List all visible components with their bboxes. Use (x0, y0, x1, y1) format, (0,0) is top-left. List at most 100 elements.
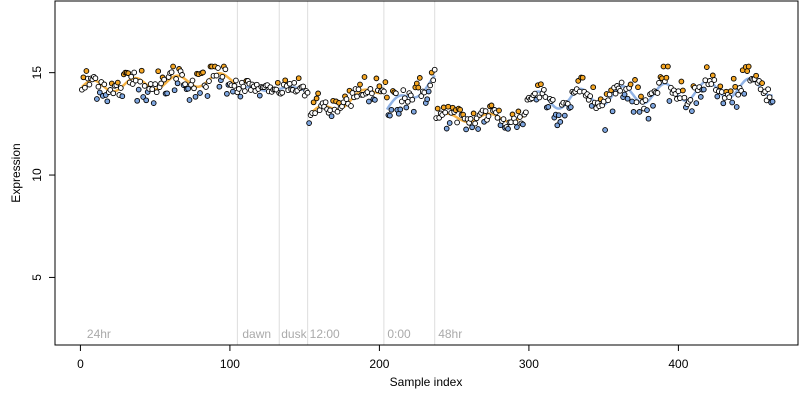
data-point (665, 63, 671, 70)
data-point (726, 94, 733, 101)
data-point (446, 120, 453, 126)
data-point (300, 83, 307, 90)
data-point (131, 69, 138, 76)
data-point (95, 83, 102, 90)
data-point (557, 119, 564, 125)
section-label: dusk (281, 327, 307, 341)
data-point (230, 88, 236, 95)
data-point (132, 77, 139, 84)
data-point (675, 88, 682, 95)
data-point (149, 86, 156, 93)
data-point (295, 75, 302, 82)
data-point (189, 77, 196, 84)
data-point (361, 74, 368, 80)
data-point (612, 90, 619, 97)
data-point (415, 84, 422, 91)
data-point (393, 90, 399, 97)
data-point (500, 116, 507, 122)
data-point (279, 89, 286, 96)
data-point (179, 72, 185, 78)
data-point (650, 102, 656, 109)
data-point (442, 109, 449, 116)
data-point (515, 108, 522, 115)
data-point (467, 116, 474, 122)
data-point (334, 108, 341, 115)
data-point (430, 77, 437, 84)
data-point (536, 94, 543, 101)
data-point (766, 94, 773, 101)
data-point (381, 88, 387, 95)
y-axis: 5 10 15 (30, 66, 56, 281)
data-point (171, 87, 178, 94)
data-point (727, 88, 734, 95)
section-label: 12:00 (310, 327, 340, 341)
data-point (687, 97, 694, 103)
data-point (233, 77, 239, 84)
data-point (633, 99, 640, 106)
data-point (416, 75, 423, 81)
data-point (445, 103, 452, 110)
data-point (541, 86, 547, 93)
data-point (137, 78, 144, 85)
plot-frame (54, 0, 799, 346)
data-point (387, 112, 393, 119)
data-point (182, 81, 188, 88)
data-point (322, 99, 329, 106)
data-point (714, 93, 721, 100)
data-point (549, 96, 556, 103)
data-point (274, 79, 281, 86)
data-point (125, 70, 132, 77)
data-point (632, 77, 638, 83)
data-point (627, 81, 634, 88)
data-point (153, 89, 160, 96)
data-point (697, 94, 704, 100)
x-tick-label: 400 (668, 357, 688, 371)
data-point (213, 72, 220, 79)
data-point (150, 100, 157, 106)
data-point (206, 78, 212, 84)
data-point (135, 86, 142, 93)
data-point (621, 91, 628, 98)
data-point (313, 95, 320, 102)
data-point (488, 102, 495, 109)
data-point (373, 75, 380, 82)
data-point (410, 108, 417, 115)
data-point (711, 77, 718, 83)
data-point (152, 81, 159, 87)
data-point (224, 90, 230, 97)
data-point (561, 112, 568, 119)
data-point (700, 86, 707, 93)
data-point (231, 83, 238, 89)
section-labels: 24hr dawn dusk 12:00 0:00 48hr (87, 327, 462, 341)
data-point (475, 126, 481, 132)
data-point (645, 115, 652, 122)
data-point (636, 109, 643, 115)
data-point (605, 97, 611, 104)
data-point (357, 81, 363, 88)
data-points (79, 63, 776, 133)
data-point (306, 120, 312, 126)
data-point (242, 88, 248, 94)
data-point (472, 120, 478, 127)
data-point (170, 63, 176, 70)
section-label: 24hr (87, 327, 111, 341)
data-point (545, 104, 552, 110)
section-label: 0:00 (387, 327, 411, 341)
data-point (82, 84, 88, 91)
data-point (92, 75, 99, 82)
data-point (741, 90, 748, 97)
y-axis-label: Expression (9, 143, 23, 202)
data-point (310, 99, 317, 106)
data-point (434, 105, 441, 112)
data-point (388, 106, 395, 113)
data-point (733, 104, 740, 110)
data-point (759, 80, 765, 86)
data-point (642, 97, 649, 103)
data-point (681, 94, 688, 101)
data-point (369, 90, 375, 97)
data-point (678, 78, 685, 85)
data-point (355, 86, 362, 93)
data-point (110, 90, 117, 97)
data-point (482, 108, 489, 114)
data-point (744, 68, 751, 74)
